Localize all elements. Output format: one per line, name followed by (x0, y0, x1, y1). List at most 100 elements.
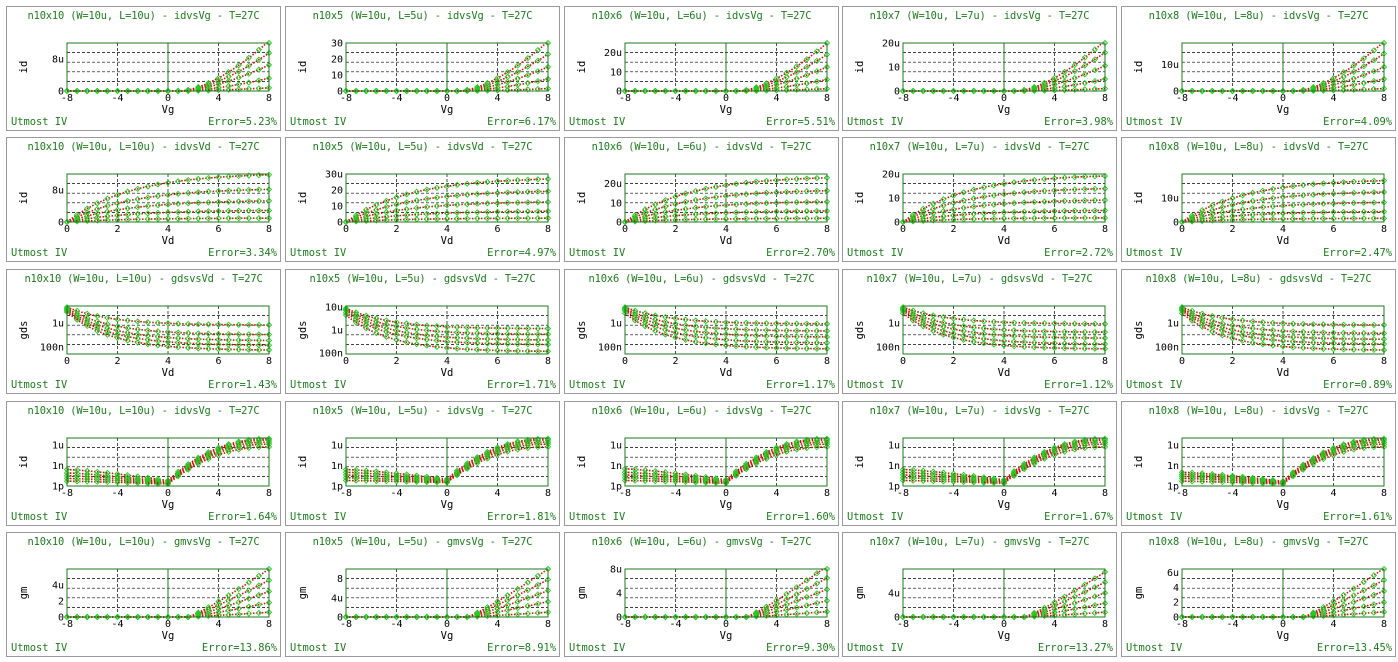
measured-point (682, 613, 689, 621)
measured-point (1061, 186, 1068, 194)
measured-point (1330, 329, 1337, 336)
x-axis-label: Vd (441, 367, 454, 378)
measured-point (803, 56, 810, 63)
measured-point (1249, 613, 1256, 621)
measured-point (1320, 215, 1327, 222)
measured-point (1360, 189, 1367, 196)
chart-title: n10x10 (W=10u, L=10u) - idvsVd - T=27C (27, 141, 260, 153)
x-tick-label: 2 (950, 224, 956, 235)
measured-point (813, 174, 821, 182)
measured-point (245, 62, 252, 69)
measured-point (255, 601, 263, 608)
measured-point (464, 87, 471, 95)
measured-point (494, 608, 501, 616)
measured-point (84, 467, 91, 475)
measured-point (534, 57, 542, 64)
measured-point (1219, 613, 1226, 621)
measured-point (1340, 607, 1347, 614)
measured-point (712, 318, 720, 325)
measured-point (793, 604, 800, 611)
error-label: Error=3.34% (208, 247, 277, 259)
measured-point (1081, 334, 1088, 342)
measured-point (652, 316, 659, 323)
measured-point (1360, 63, 1367, 70)
x-tick-label: 8 (1381, 488, 1387, 499)
measured-point (732, 191, 740, 199)
measured-point (94, 321, 101, 329)
measured-point (732, 472, 740, 479)
measured-point (960, 316, 967, 323)
measured-point (195, 345, 202, 352)
simulated-series (66, 209, 269, 223)
x-tick-label: -4 (390, 619, 402, 630)
chart-title: n10x8 (W=10u, L=8u) - gmvsVg - T=27C (1148, 536, 1369, 548)
measured-point (154, 319, 162, 326)
measured-point (1320, 612, 1327, 620)
measured-point (1071, 599, 1078, 607)
chart-panel: n10x10 (W=10u, L=10u) - idvsVg - T=27C Ut… (6, 401, 281, 526)
measured-point (970, 203, 977, 210)
measured-point (990, 182, 998, 189)
measured-point (114, 200, 121, 207)
measured-point (1229, 335, 1236, 342)
measured-point (1051, 606, 1058, 613)
measured-point (73, 218, 81, 225)
error-label: Error=2.47% (1323, 247, 1392, 259)
y-tick-label: 1u (52, 318, 64, 329)
measured-point (235, 198, 242, 205)
measured-point (773, 78, 780, 85)
y-tick-label: 0 (337, 87, 343, 98)
measured-point (154, 192, 162, 200)
measured-point (1061, 328, 1068, 335)
measured-point (743, 463, 750, 470)
measured-point (1330, 605, 1337, 612)
simulated-series (1182, 446, 1384, 485)
measured-point (803, 80, 810, 87)
measured-point (1289, 344, 1297, 351)
measured-point (1310, 86, 1317, 94)
measured-point (1071, 68, 1078, 75)
measured-point (255, 321, 263, 329)
x-axis-label: Vg (162, 104, 175, 115)
measured-point (185, 189, 192, 197)
measured-point (652, 217, 659, 224)
measured-point (980, 193, 987, 201)
measured-point (1209, 206, 1216, 214)
measured-point (205, 330, 212, 337)
measured-point (484, 215, 491, 222)
measured-point (950, 474, 957, 481)
measured-point (1320, 329, 1327, 336)
measured-point (1370, 609, 1378, 616)
measured-point (1289, 472, 1297, 479)
measured-point (682, 190, 689, 197)
simulated-series (902, 199, 1106, 223)
measured-point (920, 87, 927, 95)
measured-point (1229, 475, 1236, 483)
measured-point (662, 217, 669, 224)
measured-point (494, 208, 501, 215)
y-tick-label: 1p (52, 482, 64, 493)
measured-point (950, 330, 957, 337)
measured-point (1279, 320, 1287, 327)
measured-point (970, 474, 977, 482)
measured-point (453, 339, 461, 346)
measured-point (652, 312, 659, 319)
measured-point (990, 341, 998, 348)
measured-point (980, 477, 987, 484)
measured-point (363, 613, 370, 621)
measured-series (899, 443, 1109, 487)
measured-point (1370, 215, 1378, 222)
measured-point (1081, 345, 1088, 352)
measured-point (134, 479, 141, 487)
y-axis-label: id (297, 456, 309, 469)
measured-point (990, 87, 998, 95)
measured-point (514, 199, 521, 206)
measured-point (980, 215, 987, 223)
measured-point (950, 87, 957, 95)
measured-series (1178, 188, 1388, 226)
measured-point (215, 174, 222, 181)
measured-point (1350, 321, 1357, 328)
measured-point (763, 344, 770, 351)
